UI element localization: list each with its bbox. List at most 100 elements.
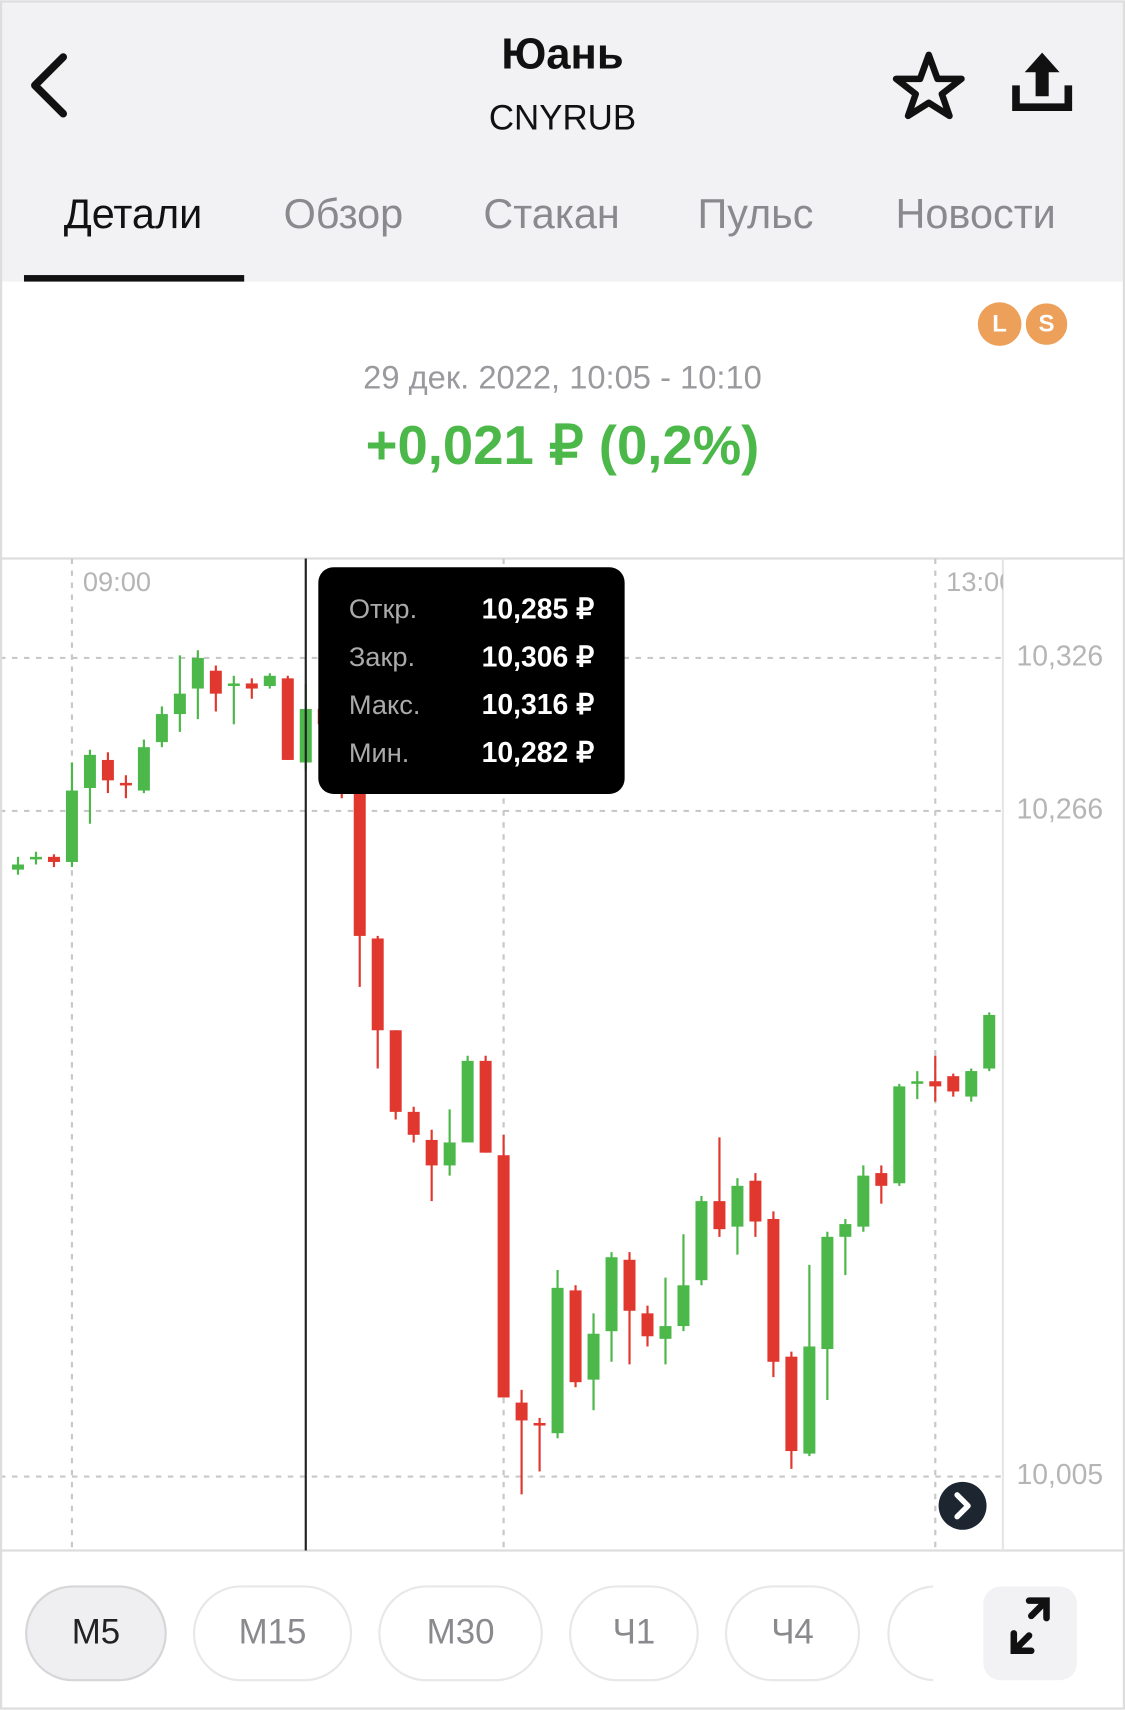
candle-body bbox=[587, 1333, 600, 1380]
scroll-to-end[interactable] bbox=[938, 1481, 987, 1530]
candle-body bbox=[911, 1081, 924, 1084]
candle-body bbox=[191, 657, 204, 689]
candle-body bbox=[353, 785, 366, 936]
tooltip-value: 10,306 ₽ bbox=[482, 641, 595, 673]
timeframe-button[interactable] bbox=[724, 1585, 861, 1682]
candle-body bbox=[11, 864, 24, 870]
candle-body bbox=[29, 856, 42, 860]
candle-body bbox=[767, 1218, 780, 1362]
candle-body bbox=[119, 782, 132, 786]
tab[interactable]: Новости bbox=[896, 191, 1056, 237]
timeframe-label: М30 bbox=[427, 1613, 495, 1652]
tooltip-label: Макс. bbox=[349, 689, 421, 720]
share-button[interactable] bbox=[1012, 52, 1073, 111]
chevron bbox=[954, 1492, 971, 1520]
candle-body bbox=[803, 1346, 816, 1454]
candle-body bbox=[227, 683, 240, 686]
candle-body bbox=[65, 790, 78, 862]
candle-body bbox=[659, 1326, 672, 1339]
candle-body bbox=[641, 1313, 654, 1337]
timeframe-label: Ч1 bbox=[613, 1613, 656, 1652]
candle-body bbox=[83, 754, 96, 789]
candle-body bbox=[371, 938, 384, 1031]
candle-body bbox=[947, 1076, 960, 1092]
candle-body bbox=[695, 1201, 708, 1281]
candle-body bbox=[749, 1180, 762, 1222]
candle-body bbox=[677, 1285, 690, 1327]
tooltip-value: 10,285 ₽ bbox=[482, 593, 595, 625]
candle-body bbox=[839, 1224, 852, 1237]
title: Юань bbox=[501, 31, 623, 79]
badge bbox=[1023, 301, 1070, 348]
candle-body bbox=[47, 856, 60, 862]
timeframe-button[interactable] bbox=[378, 1585, 543, 1682]
candle-body bbox=[983, 1014, 996, 1069]
price-change: +0,021 ₽ (0,2%) bbox=[366, 415, 760, 476]
tooltip-label: Закр. bbox=[349, 641, 415, 672]
x-tick-label: 09:00 bbox=[83, 566, 151, 597]
expand-icon bbox=[1010, 1597, 1050, 1655]
candle-body bbox=[515, 1402, 528, 1421]
ticker: CNYRUB bbox=[489, 98, 636, 137]
tooltip-label: Откр. bbox=[349, 593, 417, 624]
badge bbox=[977, 302, 1022, 346]
timeframe-label: Ч4 bbox=[771, 1613, 814, 1652]
candle-body bbox=[281, 678, 294, 760]
y-tick-label: 10,326 bbox=[1017, 640, 1104, 672]
candle-body bbox=[479, 1060, 492, 1153]
candle-body bbox=[875, 1173, 888, 1186]
candle-body bbox=[425, 1139, 438, 1166]
tooltip-label: Мин. bbox=[349, 737, 410, 768]
candle-body bbox=[623, 1259, 636, 1311]
timeframe-label: М15 bbox=[239, 1613, 307, 1652]
header-bg bbox=[0, 0, 1125, 282]
candle-body bbox=[137, 747, 150, 791]
candle-body bbox=[965, 1071, 978, 1097]
candle-body bbox=[893, 1086, 906, 1184]
candle-body bbox=[173, 693, 186, 715]
candle-body bbox=[101, 759, 114, 781]
timeframe-button[interactable] bbox=[569, 1585, 699, 1682]
tab[interactable]: Детали bbox=[64, 191, 203, 237]
candle-body bbox=[209, 670, 222, 694]
candle-body bbox=[605, 1257, 618, 1332]
favorite-button[interactable] bbox=[892, 51, 965, 120]
tooltip: Откр. 10,285 ₽ Закр. 10,306 ₽ Макс. 10,316 ₽ М… bbox=[318, 567, 625, 794]
candle-body bbox=[407, 1111, 420, 1135]
tab[interactable]: Стакан bbox=[483, 191, 619, 237]
candle-body bbox=[263, 675, 276, 686]
timeframe-button[interactable] bbox=[887, 1585, 1019, 1682]
candle-body bbox=[443, 1142, 456, 1166]
candle-body bbox=[929, 1081, 942, 1087]
candle-body bbox=[713, 1201, 726, 1230]
candle-body bbox=[821, 1236, 834, 1350]
back-button[interactable] bbox=[31, 53, 68, 118]
badge-label: S bbox=[1039, 311, 1055, 338]
timeframe-button[interactable] bbox=[25, 1585, 167, 1682]
candle-body bbox=[785, 1356, 798, 1452]
candle-body bbox=[461, 1060, 474, 1143]
candle-body bbox=[857, 1175, 870, 1227]
tab-indicator bbox=[23, 275, 245, 282]
y-tick-label: 10,005 bbox=[1017, 1459, 1104, 1491]
timeframe-label: М5 bbox=[72, 1613, 120, 1652]
tooltip-value: 10,316 ₽ bbox=[482, 689, 595, 721]
timeframe-button[interactable] bbox=[192, 1585, 353, 1682]
candle-body bbox=[389, 1030, 402, 1112]
candle-body bbox=[245, 683, 258, 689]
badge-label: L bbox=[992, 311, 1007, 338]
x-tick-label: 13:00 bbox=[946, 566, 1014, 597]
candle-body bbox=[731, 1185, 744, 1227]
tooltip-value: 10,282 ₽ bbox=[482, 737, 595, 769]
candle-body bbox=[569, 1290, 582, 1383]
tab[interactable]: Пульс bbox=[697, 191, 813, 237]
candle-body bbox=[497, 1155, 510, 1398]
candle-body bbox=[155, 714, 168, 743]
candle-body bbox=[551, 1287, 564, 1434]
period: 29 дек. 2022, 10:05 - 10:10 bbox=[363, 358, 762, 395]
tab[interactable]: Обзор bbox=[284, 191, 404, 237]
y-tick-label: 10,266 bbox=[1017, 793, 1104, 825]
